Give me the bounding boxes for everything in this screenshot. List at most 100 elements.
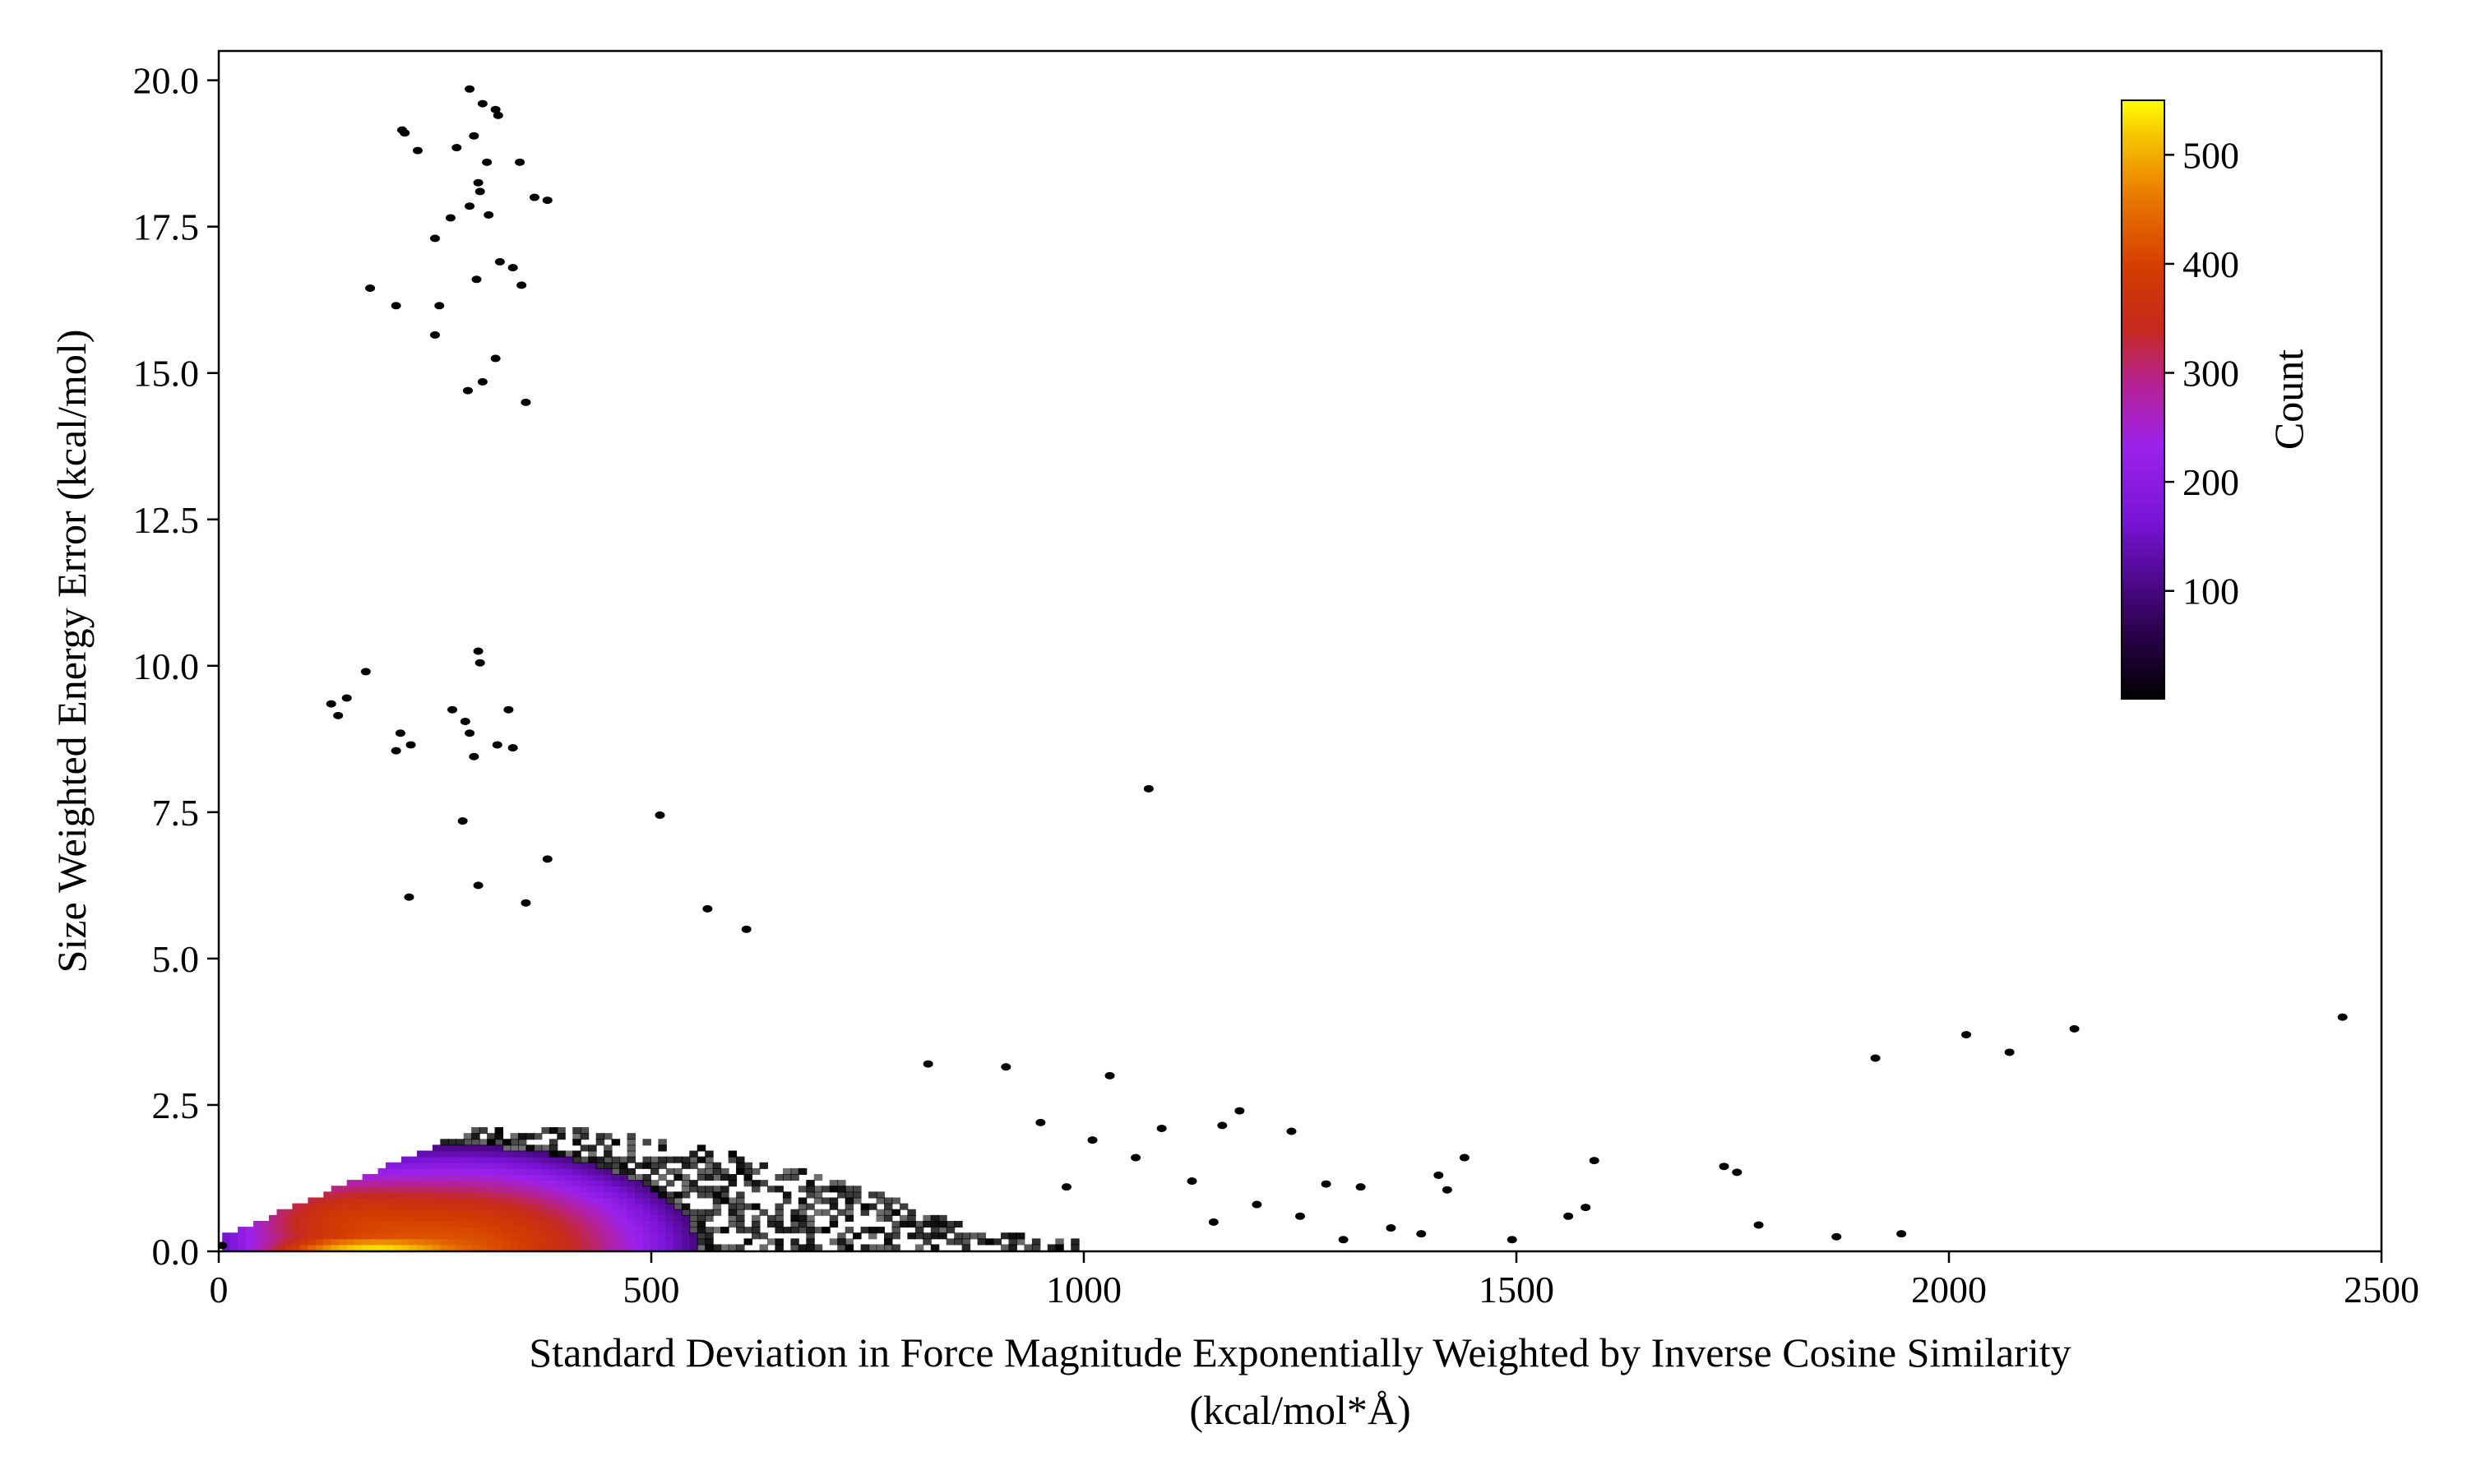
density-cell bbox=[837, 1191, 846, 1199]
density-cell bbox=[362, 1238, 372, 1246]
density-cell bbox=[409, 1244, 418, 1251]
density-cell bbox=[533, 1167, 543, 1175]
density-cell bbox=[463, 1133, 473, 1140]
density-cell bbox=[728, 1220, 738, 1228]
density-cell bbox=[548, 1203, 558, 1210]
density-cell bbox=[525, 1238, 535, 1246]
density-cell bbox=[424, 1197, 433, 1204]
density-cell bbox=[712, 1244, 722, 1251]
density-cell bbox=[502, 1167, 511, 1175]
density-cell bbox=[409, 1209, 418, 1216]
density-cell bbox=[533, 1238, 543, 1246]
density-cell bbox=[424, 1209, 433, 1216]
density-cell bbox=[471, 1227, 480, 1234]
density-cell bbox=[604, 1244, 613, 1251]
density-cell bbox=[642, 1191, 651, 1199]
density-cell bbox=[487, 1220, 496, 1228]
density-cell bbox=[487, 1162, 496, 1169]
outlier-point bbox=[1295, 1212, 1305, 1220]
density-cell bbox=[292, 1227, 301, 1234]
density-cell bbox=[837, 1238, 846, 1246]
density-cell bbox=[416, 1214, 426, 1222]
density-cell bbox=[595, 1173, 605, 1181]
density-cell bbox=[759, 1232, 768, 1240]
density-cell bbox=[564, 1238, 574, 1246]
density-cell bbox=[386, 1209, 395, 1216]
density-cell bbox=[627, 1191, 636, 1199]
density-cell bbox=[424, 1220, 433, 1228]
density-cell bbox=[736, 1197, 745, 1204]
density-cell bbox=[689, 1186, 698, 1193]
density-cell bbox=[961, 1238, 971, 1246]
density-cell bbox=[736, 1203, 745, 1210]
density-cell bbox=[829, 1220, 839, 1228]
density-cell bbox=[891, 1244, 900, 1251]
density-cell bbox=[479, 1139, 488, 1146]
density-cell bbox=[533, 1209, 543, 1216]
density-cell bbox=[432, 1220, 442, 1228]
density-cell bbox=[712, 1186, 722, 1193]
density-cell bbox=[424, 1167, 433, 1175]
density-cell bbox=[370, 1191, 379, 1199]
outlier-point bbox=[333, 711, 344, 719]
density-cell bbox=[362, 1191, 372, 1199]
density-cell bbox=[673, 1220, 683, 1228]
density-cell bbox=[424, 1180, 433, 1187]
density-cell bbox=[400, 1232, 410, 1240]
density-cell bbox=[658, 1144, 667, 1152]
density-cell bbox=[790, 1214, 799, 1222]
density-cell bbox=[557, 1127, 566, 1135]
density-cell bbox=[588, 1186, 597, 1193]
density-cell bbox=[440, 1144, 449, 1152]
density-cell bbox=[572, 1127, 581, 1135]
density-cell bbox=[299, 1220, 309, 1228]
density-cell bbox=[494, 1197, 504, 1204]
outlier-point bbox=[465, 202, 475, 210]
density-cell bbox=[557, 1162, 566, 1169]
density-cell bbox=[728, 1197, 738, 1204]
density-cell bbox=[689, 1156, 698, 1163]
density-cell bbox=[689, 1220, 698, 1228]
density-cell bbox=[548, 1139, 558, 1146]
density-cell bbox=[525, 1156, 535, 1163]
density-cell bbox=[393, 1197, 402, 1204]
outlier-point bbox=[1507, 1236, 1517, 1244]
density-cell bbox=[339, 1220, 348, 1228]
density-cell bbox=[238, 1227, 247, 1234]
density-cell bbox=[331, 1232, 340, 1240]
density-cell bbox=[604, 1203, 613, 1210]
density-cell bbox=[650, 1209, 660, 1216]
density-cell bbox=[456, 1209, 465, 1216]
density-cell bbox=[354, 1220, 363, 1228]
density-cell bbox=[463, 1180, 473, 1187]
density-cell bbox=[261, 1232, 271, 1240]
density-cell bbox=[782, 1197, 792, 1204]
density-cell bbox=[548, 1173, 558, 1181]
density-cell bbox=[907, 1209, 916, 1216]
outlier-point bbox=[1581, 1204, 1591, 1212]
density-cell bbox=[743, 1167, 753, 1175]
density-cell bbox=[517, 1150, 527, 1158]
density-cell bbox=[416, 1220, 426, 1228]
density-cell bbox=[635, 1244, 644, 1251]
outlier-point bbox=[474, 659, 485, 667]
density-cell bbox=[386, 1232, 395, 1240]
density-cell bbox=[424, 1162, 433, 1169]
density-cell bbox=[673, 1197, 683, 1204]
density-cell bbox=[860, 1209, 870, 1216]
density-cell bbox=[479, 1144, 488, 1152]
density-cell bbox=[658, 1162, 667, 1169]
density-cell bbox=[456, 1220, 465, 1228]
density-cell bbox=[308, 1232, 317, 1240]
density-cell bbox=[914, 1220, 924, 1228]
density-cell bbox=[705, 1214, 714, 1222]
density-cell bbox=[642, 1244, 651, 1251]
colorbar-tick-label: 300 bbox=[2182, 353, 2239, 395]
density-cell bbox=[557, 1214, 566, 1222]
density-cell bbox=[315, 1232, 325, 1240]
density-cell bbox=[432, 1180, 442, 1187]
density-cell bbox=[463, 1244, 473, 1251]
outlier-point bbox=[462, 386, 473, 395]
density-cell bbox=[650, 1180, 660, 1187]
density-cell bbox=[471, 1156, 480, 1163]
